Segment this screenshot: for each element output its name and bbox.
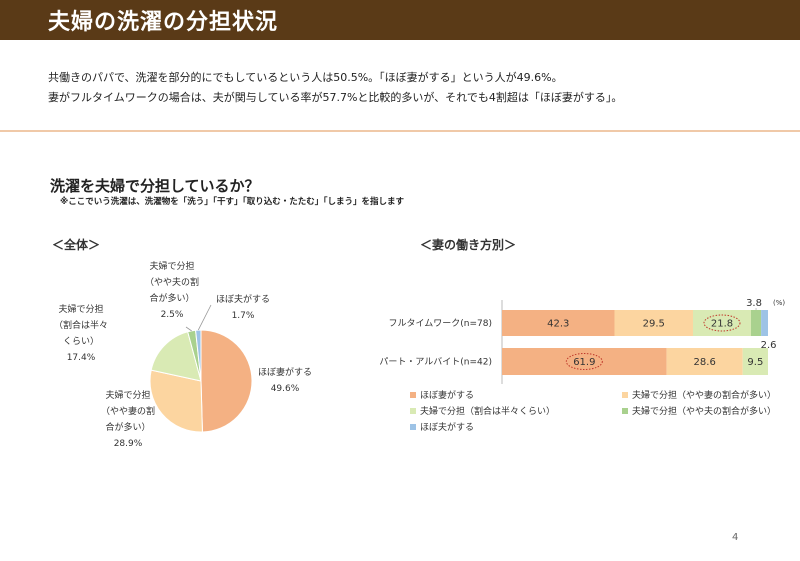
pie-label-shared-half: 夫婦で分担 （割合は半々 くらい） 17.4%	[45, 302, 117, 366]
page-number: 4	[732, 532, 739, 543]
pie-label-line: 夫婦で分担	[58, 305, 104, 315]
pie-label-line: （割合は半々	[53, 321, 108, 331]
bar-segment	[614, 310, 693, 336]
pie-label-shared-husband-more: 夫婦で分担 （やや夫の割 合が多い） 2.5%	[136, 259, 208, 323]
legend-label: ほぼ夫がする	[420, 421, 474, 433]
pie-label-line: 合が多い）	[149, 294, 195, 304]
summary-line-2: 妻がフルタイムワークの場合は、夫が関与している率が57.7%と比較的多いが、それ…	[48, 91, 623, 104]
pie-label-husband: ほぼ夫がする 1.7%	[207, 292, 279, 324]
bar-category-label: フルタイムワーク(n=78)	[388, 318, 492, 329]
question-note: ※ここでいう洗濯は、洗濯物を「洗う」「干す」「取り込む・たたむ」「しまう」を指し…	[60, 197, 405, 207]
legend-label: 夫婦で分担（やや妻の割合が多い）	[632, 389, 776, 401]
legend-swatch	[410, 408, 416, 414]
pie-leader-line	[185, 326, 192, 332]
bar-segment	[750, 310, 762, 336]
pie-label-line: ほぼ妻がする	[257, 368, 312, 378]
bar-value-label: 2.6	[761, 340, 777, 351]
pie-label-line: 1.7%	[231, 311, 255, 321]
summary-line-1: 共働きのパパで、洗濯を部分的にでもしているという人は50.5%。「ほぼ妻がする」…	[48, 71, 563, 84]
legend-swatch	[410, 392, 416, 398]
bar-segment	[761, 310, 768, 336]
pie-label-line: （やや妻の割	[100, 407, 155, 417]
highlight-ellipse	[703, 314, 741, 332]
pie-slice	[187, 329, 202, 382]
bar-segment	[666, 348, 743, 375]
legend-label: 夫婦で分担（割合は半々くらい）	[420, 405, 555, 417]
legend-swatch	[622, 392, 628, 398]
legend-swatch	[410, 424, 416, 430]
summary-text: 共働きのパパで、洗濯を部分的にでもしているという人は50.5%。「ほぼ妻がする」…	[48, 68, 622, 108]
bar-category-label: パート・アルバイト(n=42)	[379, 357, 492, 368]
bar-value-label: 9.5	[747, 357, 763, 368]
header-bar: 夫婦の洗濯の分担状況	[0, 0, 800, 40]
bar-unit-label: (%)	[773, 299, 785, 307]
pie-label-line: ほぼ夫がする	[215, 295, 270, 305]
section-divider	[0, 130, 800, 132]
pie-label-line: 2.5%	[160, 310, 184, 320]
bar-segment	[692, 310, 751, 336]
bar-value-label: 21.8	[711, 319, 733, 330]
pie-slice	[150, 331, 202, 382]
bar-value-label: 28.6	[694, 357, 716, 368]
highlight-ellipse	[565, 353, 603, 370]
legend-swatch	[622, 408, 628, 414]
pie-label-line: 夫婦で分担	[105, 391, 151, 401]
pie-label-line: 28.9%	[113, 439, 143, 449]
bar-segment	[502, 310, 615, 336]
bar-value-label: 61.9	[573, 357, 595, 368]
pie-slice	[200, 329, 253, 433]
bar-segment	[502, 348, 667, 375]
pie-label-line: 夫婦で分担	[149, 262, 195, 272]
bar-section-title: ＜妻の働き方別＞	[420, 238, 517, 252]
pie-label-shared-wife-more: 夫婦で分担 （やや妻の割 合が多い） 28.9%	[92, 388, 164, 452]
question-title: 洗濯を夫婦で分担しているか？	[50, 177, 260, 195]
pie-slice	[195, 329, 202, 382]
bar-value-label: 29.5	[643, 319, 665, 330]
pie-label-line: 合が多い）	[105, 423, 151, 433]
legend-label: 夫婦で分担（やや夫の割合が多い）	[632, 405, 776, 417]
pie-label-line: くらい）	[62, 337, 99, 347]
bar-segment	[742, 348, 768, 375]
legend-label: ほぼ妻がする	[420, 389, 474, 401]
bar-value-label: 42.3	[547, 319, 569, 330]
pie-label-line: （やや夫の割	[144, 278, 199, 288]
bar-value-label: 3.8	[746, 298, 762, 309]
pie-label-wife: ほぼ妻がする 49.6%	[250, 365, 320, 397]
pie-label-line: 17.4%	[66, 353, 96, 363]
pie-section-title: ＜全体＞	[52, 238, 101, 252]
page-title: 夫婦の洗濯の分担状況	[48, 10, 279, 35]
pie-label-line: 49.6%	[270, 384, 300, 394]
